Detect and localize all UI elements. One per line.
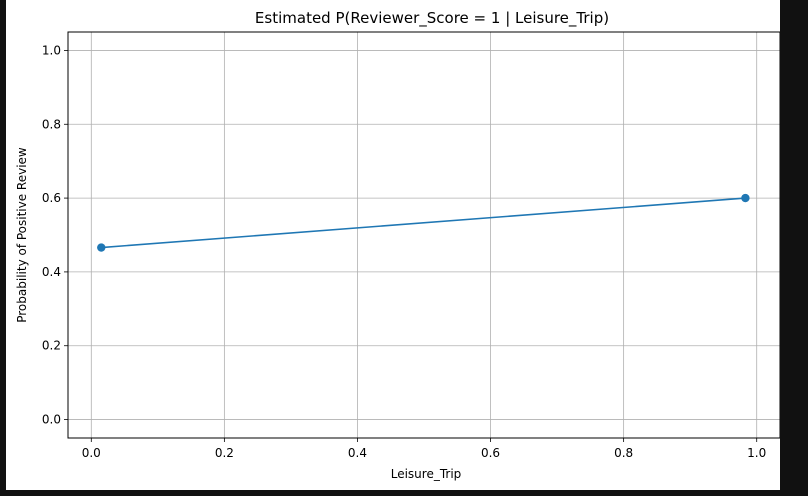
- y-tick-label: 0.2: [42, 339, 61, 353]
- plot-area-frame: [67, 31, 781, 439]
- chart-title: Estimated P(Reviewer_Score = 1 | Leisure…: [255, 9, 609, 28]
- x-axis-label: Leisure_Trip: [391, 467, 462, 481]
- y-tick-label: 0.6: [42, 191, 61, 205]
- x-tick-label: 0.2: [215, 446, 234, 460]
- y-axis-ticks: 0.0 0.2 0.4 0.6 0.8 1.0: [42, 43, 68, 427]
- y-tick-label: 0.8: [42, 117, 61, 131]
- x-axis-ticks: 0.0 0.2 0.4 0.6 0.8 1.0: [82, 438, 766, 460]
- series-layer: [97, 193, 750, 252]
- x-tick-label: 0.4: [348, 446, 367, 460]
- y-tick-label: 0.0: [42, 413, 61, 427]
- series-line: [101, 197, 746, 249]
- x-tick-label: 0.0: [82, 446, 101, 460]
- x-tick-label: 0.6: [481, 446, 500, 460]
- y-axis-label: Probability of Positive Review: [15, 147, 29, 323]
- y-tick-label: 0.4: [42, 265, 61, 279]
- grid-lines: [68, 32, 780, 438]
- data-point: [741, 193, 750, 203]
- x-tick-label: 1.0: [747, 446, 766, 460]
- chart-figure: Estimated P(Reviewer_Score = 1 | Leisure…: [6, 0, 781, 490]
- y-tick-label: 1.0: [42, 43, 61, 57]
- x-tick-label: 0.8: [614, 446, 633, 460]
- line-chart: Estimated P(Reviewer_Score = 1 | Leisure…: [15, 9, 781, 481]
- data-point: [97, 243, 106, 252]
